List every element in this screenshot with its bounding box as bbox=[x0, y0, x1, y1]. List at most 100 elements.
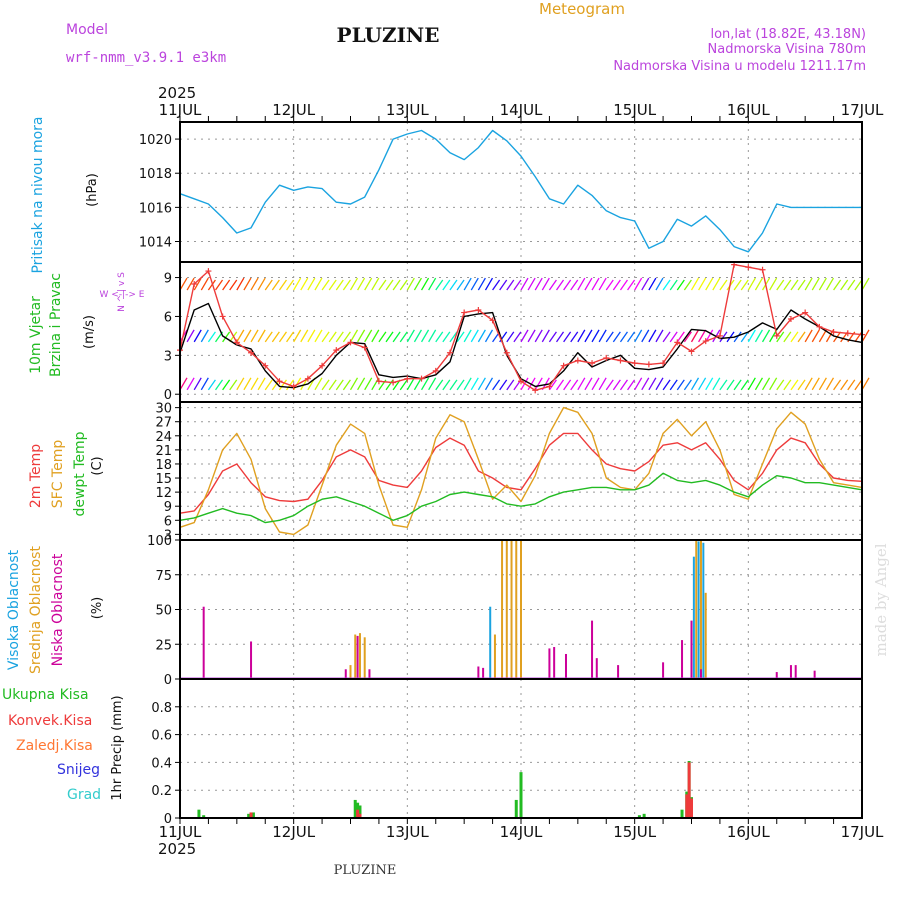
y-tick-label: 27 bbox=[155, 416, 172, 431]
wind-arrow bbox=[449, 279, 458, 291]
wind-arrow bbox=[243, 277, 252, 291]
y-tick-label: 9 bbox=[164, 272, 172, 287]
wind-arrow bbox=[463, 377, 472, 391]
bar-visoka-oblacnost bbox=[692, 556, 695, 679]
wind-arrow bbox=[534, 377, 543, 391]
wind-arrow bbox=[605, 279, 614, 291]
y-tick-label: 1018 bbox=[139, 167, 172, 182]
ylabel-pressure: Pritisak na nivou mora bbox=[30, 116, 46, 273]
wind-arrow bbox=[492, 379, 501, 391]
y-tick-label: 6 bbox=[164, 310, 172, 325]
wind-arrow bbox=[193, 377, 202, 391]
wind-arrow bbox=[669, 331, 678, 343]
ylabel-cloud-high: Visoka Oblacnost bbox=[6, 549, 22, 670]
wind-arrow bbox=[598, 377, 607, 391]
ylabel-temp-2m: 2m Temp bbox=[28, 444, 44, 508]
wind-arrow bbox=[222, 379, 231, 391]
wind-arrow bbox=[747, 377, 756, 391]
wind-arrow bbox=[797, 331, 806, 343]
bar-niska-oblacnost bbox=[202, 606, 205, 679]
bar-srednja-oblacnost bbox=[358, 633, 361, 679]
wind-arrow bbox=[548, 379, 557, 391]
wind-arrow bbox=[428, 377, 437, 391]
wind-arrow bbox=[584, 277, 593, 291]
x-tick-label-bottom: 13JUL bbox=[386, 823, 429, 841]
wind-arrow bbox=[577, 277, 586, 291]
wind-arrow bbox=[705, 329, 714, 343]
wind-arrow bbox=[683, 379, 692, 391]
wind-arrow bbox=[193, 329, 202, 343]
wind-arrow bbox=[278, 279, 287, 291]
wind-arrow bbox=[300, 277, 309, 291]
y-tick-label: 1014 bbox=[139, 236, 172, 251]
wind-arrow bbox=[698, 329, 707, 343]
y-tick-label: 0.8 bbox=[151, 701, 172, 716]
wind-arrow bbox=[392, 279, 401, 291]
y-tick-label: 3 bbox=[164, 528, 172, 543]
wind-arrow bbox=[186, 277, 195, 291]
wind-arrow bbox=[328, 379, 337, 391]
wind-arrow bbox=[406, 329, 415, 343]
wind-arrow bbox=[342, 279, 351, 291]
y-tick-label: 100 bbox=[147, 534, 172, 549]
wind-arrow bbox=[499, 379, 508, 391]
wind-arrow bbox=[186, 329, 195, 343]
wind-arrow bbox=[314, 377, 323, 391]
x-tick-label-top: 11JUL bbox=[159, 101, 202, 119]
pressure-panel: 1014 1016 1018 1020 bbox=[139, 121, 863, 263]
bar-ukupna-kisa bbox=[202, 815, 206, 818]
wind-arrow bbox=[250, 377, 259, 391]
wind-arrow bbox=[754, 329, 763, 343]
wind-arrow bbox=[399, 331, 408, 343]
wind-arrow bbox=[740, 279, 749, 291]
wind-arrow bbox=[236, 377, 245, 391]
legend-freezing-rain: Zaledj.Kisa bbox=[16, 738, 93, 754]
gust-point bbox=[276, 378, 283, 385]
wind-arrow bbox=[342, 379, 351, 391]
wind-arrow bbox=[804, 277, 813, 291]
wind-arrow bbox=[420, 377, 430, 391]
gust-point bbox=[404, 375, 411, 382]
wind-arrow bbox=[563, 331, 572, 343]
gust-point bbox=[304, 375, 311, 382]
wind-arrow bbox=[563, 379, 572, 391]
bar-srednja-oblacnost bbox=[493, 634, 496, 679]
wind-arrow bbox=[385, 379, 394, 391]
wind-arrow bbox=[662, 331, 671, 343]
wind-arrow bbox=[286, 279, 295, 291]
wind-arrow bbox=[200, 277, 209, 291]
gust-point bbox=[802, 309, 809, 316]
wind-arrow bbox=[648, 277, 657, 291]
wind-arrow bbox=[250, 277, 259, 291]
x-axis-top: 11JUL 12JUL 13JUL 14JUL 15JUL 16JUL 17JUL bbox=[159, 101, 884, 122]
wind-arrow bbox=[690, 377, 700, 391]
wind-arrow bbox=[492, 279, 501, 291]
y-tick-label: 3 bbox=[164, 349, 172, 364]
wind-arrow bbox=[222, 279, 231, 291]
wind-arrow bbox=[804, 377, 813, 391]
bar-konvek-kisa bbox=[685, 794, 689, 818]
wind-arrow bbox=[321, 279, 330, 291]
wind-arrow bbox=[761, 329, 771, 343]
x-tick-label-top: 17JUL bbox=[841, 101, 884, 119]
y-tick-label: 1020 bbox=[139, 133, 172, 148]
gust-point bbox=[503, 349, 510, 356]
wind-compass-ns: N ^ | v S bbox=[117, 272, 127, 312]
wind-arrow bbox=[506, 379, 515, 391]
wind-arrow bbox=[641, 329, 650, 343]
series-line-dewpt-temp bbox=[179, 472, 863, 524]
wind-arrow bbox=[833, 379, 842, 391]
wind-arrow bbox=[413, 277, 422, 291]
wind-arrow bbox=[676, 379, 685, 391]
wind-arrow bbox=[435, 379, 444, 391]
gust-point bbox=[418, 375, 425, 382]
series-line-2m-temp bbox=[179, 432, 863, 514]
meteogram-label: Meteogram bbox=[539, 0, 625, 18]
y-tick-label: 0 bbox=[164, 388, 172, 403]
wind-arrow bbox=[612, 379, 621, 391]
wind-arrow bbox=[200, 329, 209, 343]
bar-ukupna-kisa bbox=[680, 809, 684, 818]
wind-arrow bbox=[484, 329, 494, 343]
x-tick-label-top: 15JUL bbox=[613, 101, 656, 119]
